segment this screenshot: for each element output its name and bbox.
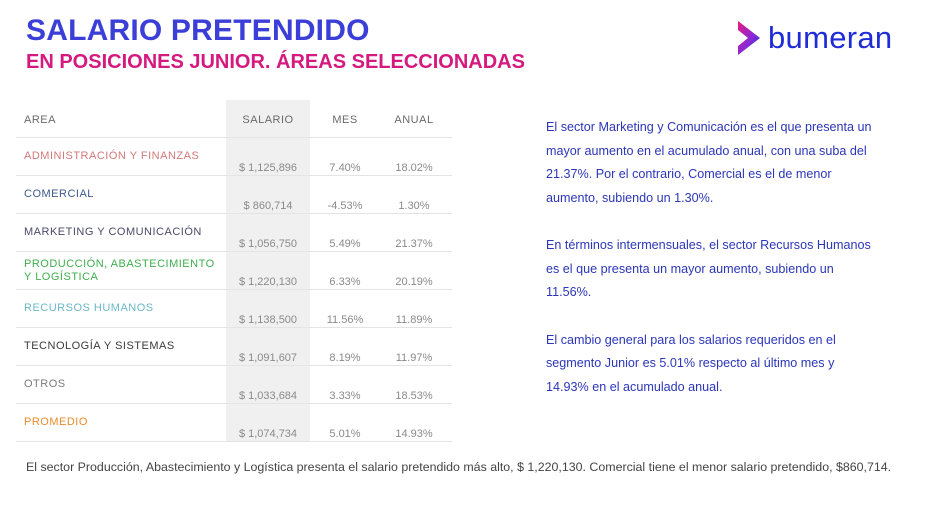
col-header-area: AREA xyxy=(24,114,56,126)
col-header-anual: ANUAL xyxy=(394,114,434,126)
page-title: SALARIO PRETENDIDO xyxy=(26,14,370,47)
area-label: OTROS xyxy=(24,378,66,390)
mes-value: 7.40% xyxy=(329,162,361,174)
mes-value: 5.49% xyxy=(329,238,361,250)
bumeran-chevron-icon xyxy=(738,21,760,55)
anual-value: 1.30% xyxy=(398,200,430,212)
area-label: RECURSOS HUMANOS xyxy=(24,302,154,314)
analysis-paragraph-1: El sector Marketing y Comunicación es el… xyxy=(546,120,872,205)
analysis-text: El sector Marketing y Comunicación es el… xyxy=(546,116,876,423)
area-label: TECNOLOGÍA Y SISTEMAS xyxy=(24,340,175,352)
salary-table: AREA SALARIO MES ANUAL ADMINISTRACIÓN Y … xyxy=(16,100,452,442)
salario-value: $ 1,056,750 xyxy=(238,238,298,250)
table-row: OTROS $ 1,033,684 3.33% 18.53% xyxy=(16,366,452,404)
col-header-salario: SALARIO xyxy=(242,114,294,126)
table-row: MARKETING Y COMUNICACIÓN $ 1,056,750 5.49%… xyxy=(16,214,452,252)
salario-value: $ 1,033,684 xyxy=(238,390,298,402)
page-subtitle: EN POSICIONES JUNIOR. ÁREAS SELECCIONADA… xyxy=(26,51,525,73)
anual-value: 18.02% xyxy=(395,162,433,174)
logo-text: bumeran xyxy=(768,20,893,55)
table-row: COMERCIAL $ 860,714 -4.53% 1.30% xyxy=(16,176,452,214)
salario-value: $ 1,074,734 xyxy=(238,428,298,440)
table-row: ADMINISTRACIÓN Y FINANZAS $ 1,125,896 7.40… xyxy=(16,138,452,176)
table-row: PRODUCCIÓN, ABASTECIMIENTO Y LOGÍSTICA $ … xyxy=(16,252,452,290)
salario-value: $ 860,714 xyxy=(243,200,293,212)
mes-value: 5.01% xyxy=(329,428,361,440)
anual-value: 20.19% xyxy=(395,276,433,288)
salario-value: $ 1,138,500 xyxy=(238,314,298,326)
salario-value: $ 1,091,607 xyxy=(238,352,298,364)
mes-value: 8.19% xyxy=(329,352,361,364)
table-row: RECURSOS HUMANOS $ 1,138,500 11.56% 11.89% xyxy=(16,290,452,328)
anual-value: 11.89% xyxy=(395,314,433,326)
area-label: COMERCIAL xyxy=(24,188,94,200)
mes-value: 11.56% xyxy=(326,314,364,326)
area-label: PROMEDIO xyxy=(24,416,88,428)
analysis-paragraph-3: El cambio general para los salarios requ… xyxy=(546,332,836,394)
mes-value: 3.33% xyxy=(329,390,361,402)
anual-value: 11.97% xyxy=(395,352,433,364)
table-row: PROMEDIO $ 1,074,734 5.01% 14.93% xyxy=(16,404,452,442)
area-label: MARKETING Y COMUNICACIÓN xyxy=(24,226,202,238)
salario-value: $ 1,125,896 xyxy=(238,162,298,174)
analysis-paragraph-2: En términos intermensuales, el sector Re… xyxy=(546,238,871,299)
anual-value: 18.53% xyxy=(395,390,433,402)
bumeran-logo: bumeran xyxy=(734,18,892,58)
salary-column-highlight xyxy=(226,100,310,442)
mes-value: 6.33% xyxy=(329,276,361,288)
col-header-mes: MES xyxy=(332,114,358,126)
mes-value: -4.53% xyxy=(327,200,363,212)
anual-value: 21.37% xyxy=(395,238,433,250)
area-label: PRODUCCIÓN, ABASTECIMIENTO Y LOGÍSTICA xyxy=(24,258,215,283)
footer-note: El sector Producción, Abastecimiento y L… xyxy=(26,460,892,474)
salario-value: $ 1,220,130 xyxy=(238,276,298,288)
table-row: TECNOLOGÍA Y SISTEMAS $ 1,091,607 8.19% 11.… xyxy=(16,328,452,366)
anual-value: 14.93% xyxy=(395,428,433,440)
table-header-row: AREA SALARIO MES ANUAL xyxy=(16,100,452,138)
area-label: ADMINISTRACIÓN Y FINANZAS xyxy=(24,150,200,162)
